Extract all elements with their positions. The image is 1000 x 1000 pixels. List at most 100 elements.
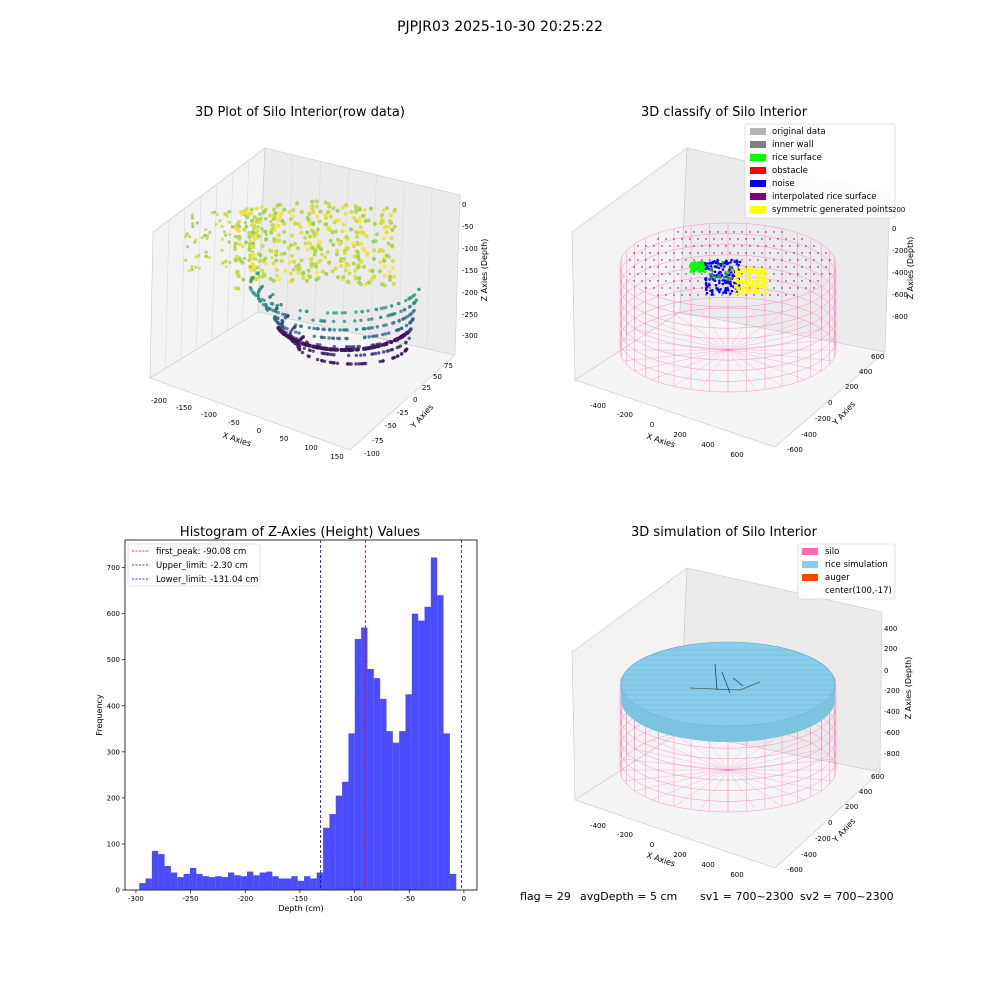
simulation-ytick: 400 (859, 788, 872, 796)
classify-point (809, 266, 811, 268)
raw-point (357, 280, 362, 285)
raw-point (401, 317, 406, 321)
raw-point (377, 260, 382, 265)
raw-point (298, 324, 303, 328)
classify-point (714, 283, 718, 287)
raw-point (257, 274, 262, 279)
raw-point (204, 250, 208, 254)
silo-floor-spoke (727, 349, 833, 362)
raw-point (390, 321, 395, 325)
histogram-bar (272, 876, 279, 890)
simulation-x-label: X Axies (645, 851, 676, 869)
raw-point (388, 213, 393, 218)
histogram-ytick-label: 200 (107, 794, 120, 802)
legend-swatch-rice-surface (750, 154, 766, 161)
silo-floor-spoke (727, 769, 805, 800)
histogram-bar (177, 877, 184, 890)
histogram-bar (291, 876, 298, 890)
raw-point (311, 222, 316, 227)
classify-point (769, 280, 771, 282)
classify-point (769, 238, 771, 240)
raw-point (274, 249, 279, 254)
raw-point (325, 210, 330, 215)
raw-point (315, 357, 320, 362)
raw-point (269, 213, 274, 218)
raw-point (308, 234, 313, 239)
histogram-bar (196, 873, 203, 890)
classify-z-ticks: 200 0 -200 -400 -600 -800 (892, 206, 908, 321)
raw-point (353, 204, 358, 209)
classify-point (681, 266, 683, 268)
raw-point (363, 346, 368, 351)
classify-point (677, 245, 679, 247)
classify-point (773, 273, 775, 275)
classify-point (689, 238, 691, 240)
classify-point (641, 266, 643, 268)
raw-point (230, 225, 235, 229)
classify-point (725, 245, 727, 247)
classify-point (645, 259, 647, 261)
raw-point (384, 323, 388, 327)
raw-point (248, 238, 252, 243)
raw-point (356, 255, 361, 260)
raw-point (386, 313, 390, 318)
classify-xtick: -400 (590, 402, 606, 410)
raw-point (237, 236, 242, 241)
histogram-bar (246, 871, 254, 890)
classify-point (701, 231, 703, 233)
raw-point (335, 336, 340, 341)
classify-point (711, 275, 714, 279)
legend-swatch-original-data (750, 128, 766, 135)
classify-point (649, 280, 651, 282)
raw-point (261, 274, 266, 279)
histogram-bar (399, 731, 406, 890)
classify-point (728, 276, 731, 280)
raw-point (328, 214, 333, 219)
raw-point (316, 345, 321, 350)
raw-point (304, 278, 309, 283)
histogram-bar (183, 873, 190, 890)
raw-point (243, 209, 248, 214)
histogram-panel: Histogram of Z-Axies (Height) Values -30… (95, 525, 478, 913)
classify-point (789, 259, 791, 261)
raw-point (275, 303, 280, 308)
classify-point (707, 277, 711, 281)
raw-point (381, 249, 386, 254)
raw-point (283, 313, 287, 317)
raw-point (279, 258, 284, 263)
classify-ztick: -200 (892, 247, 908, 255)
classify-point (733, 267, 737, 271)
classify-point (701, 273, 703, 275)
raw-point (319, 319, 323, 323)
classify-point (696, 262, 700, 266)
classify-point (745, 238, 747, 240)
classify-point (708, 268, 712, 272)
raw-point (203, 233, 207, 237)
classify-point (801, 280, 803, 282)
classify-ztick: -800 (892, 313, 908, 321)
raw-point (314, 204, 319, 209)
raw-point (228, 261, 232, 265)
raw-point (361, 213, 366, 218)
classify-point (764, 286, 768, 290)
silo-floor-spoke (673, 733, 729, 771)
histogram-bar (234, 875, 241, 890)
raw-point (353, 269, 358, 274)
classify-point (717, 231, 719, 233)
raw-point (251, 252, 256, 257)
legend-label: silo (825, 547, 839, 557)
classify-ytick: 0 (828, 399, 832, 407)
histogram-xtick-label: -100 (347, 895, 363, 903)
classify-point (633, 252, 635, 254)
simulation-z-label: Z Axies (Depth) (904, 657, 913, 720)
raw-point (184, 258, 188, 262)
classify-point (817, 252, 819, 254)
raw-x-label: X Axies (221, 431, 252, 449)
classify-point (701, 259, 703, 261)
raw-point (234, 258, 239, 263)
raw-point (340, 205, 345, 210)
histogram-bar (348, 733, 355, 890)
classify-point (821, 259, 823, 261)
histogram-bar (266, 871, 273, 890)
classify-point (741, 231, 743, 233)
